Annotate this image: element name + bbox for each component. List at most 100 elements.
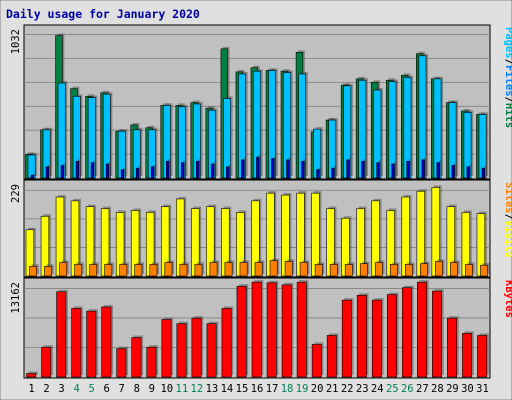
bar-pages-day-2 bbox=[45, 164, 51, 179]
bar-pages-day-6-body bbox=[105, 163, 110, 179]
panels-layer: 1032Pages/Files/Hits229Sites/Visits13162… bbox=[10, 24, 512, 379]
bar-kbytes-day-20 bbox=[311, 342, 324, 378]
bar-kbytes-day-7 bbox=[116, 346, 129, 378]
bar-sites-day-25-body bbox=[389, 264, 398, 277]
bar-pages-day-22-shadow bbox=[348, 157, 352, 176]
x-tick-label: 25 bbox=[386, 383, 399, 395]
bar-kbytes-day-6 bbox=[101, 305, 113, 378]
bar-sites-day-26 bbox=[405, 262, 415, 277]
x-tick-label: 19 bbox=[296, 383, 309, 395]
bar-sites-day-14 bbox=[224, 260, 235, 277]
bar-sites-day-16-body bbox=[254, 262, 263, 277]
bar-files-day-3 bbox=[57, 81, 68, 179]
bar-sites-day-5 bbox=[89, 262, 99, 277]
bar-pages-day-1-shadow bbox=[33, 173, 36, 176]
legend-entry: KBytes bbox=[503, 280, 512, 318]
bar-kbytes-day-24-body bbox=[371, 299, 382, 378]
bar-pages-day-12 bbox=[196, 159, 202, 179]
bar-pages-day-13 bbox=[211, 162, 217, 179]
bar-kbytes-day-12 bbox=[191, 316, 204, 378]
x-tick-label: 1 bbox=[28, 383, 34, 395]
bar-kbytes-day-13-body bbox=[206, 323, 217, 378]
bar-sites-day-27-body bbox=[420, 263, 428, 277]
bar-sites-day-14-body bbox=[224, 262, 233, 277]
bar-kbytes-day-2-body bbox=[41, 346, 52, 378]
bar-kbytes-day-11-body bbox=[176, 323, 187, 378]
bar-kbytes-day-15 bbox=[236, 284, 249, 378]
x-tick-label: 22 bbox=[341, 383, 354, 395]
legend-entry: Hits bbox=[503, 103, 512, 128]
bar-pages-day-18-body bbox=[286, 159, 290, 179]
bar-sites-day-23-body bbox=[359, 263, 368, 277]
x-tick-label: 20 bbox=[311, 383, 324, 395]
bar-kbytes-day-26-body bbox=[402, 287, 412, 378]
bar-kbytes-day-17-body bbox=[266, 282, 277, 378]
bar-files-day-25 bbox=[388, 79, 398, 179]
bar-kbytes-day-4 bbox=[71, 306, 83, 378]
x-tick-label: 9 bbox=[149, 383, 155, 395]
bar-sites-day-10 bbox=[164, 260, 175, 277]
bar-pages-day-24 bbox=[376, 160, 382, 179]
bar-sites-day-2-body bbox=[44, 266, 53, 277]
bar-sites-day-17 bbox=[269, 258, 280, 277]
bar-pages-day-5 bbox=[90, 160, 96, 179]
bar-sites-day-5-body bbox=[89, 264, 98, 277]
bar-sites-day-4-body bbox=[74, 264, 83, 277]
bar-pages-day-23-shadow bbox=[363, 159, 367, 176]
bar-pages-day-16-shadow bbox=[258, 155, 262, 176]
bar-pages-day-2-shadow bbox=[48, 164, 51, 176]
bar-pages-day-20 bbox=[316, 167, 322, 179]
bar-pages-day-28 bbox=[436, 160, 442, 179]
bar-sites-day-31 bbox=[480, 263, 490, 277]
bar-sites-day-19-body bbox=[299, 262, 308, 277]
y-max-label: 229 bbox=[10, 184, 22, 203]
bar-kbytes-day-28-body bbox=[432, 290, 442, 378]
bar-pages-day-18-shadow bbox=[288, 157, 292, 176]
bar-sites-day-21 bbox=[329, 262, 340, 277]
bar-sites-day-7-body bbox=[119, 264, 128, 277]
bar-pages-day-23 bbox=[361, 159, 367, 179]
bar-kbytes-day-4-body bbox=[71, 308, 82, 378]
bar-pages-day-26 bbox=[406, 159, 412, 179]
bar-pages-day-3 bbox=[60, 163, 66, 179]
bar-sites-day-11 bbox=[179, 262, 190, 277]
bar-pages-day-3-shadow bbox=[63, 163, 66, 176]
bar-kbytes-day-11 bbox=[176, 321, 189, 378]
x-tick-label: 5 bbox=[88, 383, 94, 395]
legend-entry: / bbox=[503, 97, 512, 103]
bar-kbytes-day-21 bbox=[326, 333, 339, 378]
legend-entry: / bbox=[503, 59, 512, 65]
x-tick-label: 8 bbox=[134, 383, 140, 395]
bar-sites-day-8 bbox=[134, 262, 144, 277]
bar-sites-day-26-body bbox=[405, 264, 413, 277]
x-tick-label: 23 bbox=[356, 383, 369, 395]
x-tick-label: 30 bbox=[461, 383, 474, 395]
x-tick-label: 15 bbox=[236, 383, 249, 395]
bar-pages-day-26-body bbox=[406, 160, 410, 179]
bar-kbytes-day-31-body bbox=[477, 335, 488, 378]
bar-pages-day-30 bbox=[466, 164, 472, 179]
bar-pages-day-27-body bbox=[421, 159, 425, 179]
bar-pages-day-15-body bbox=[241, 159, 245, 179]
bar-pages-day-24-shadow bbox=[378, 160, 382, 176]
x-tick-label: 29 bbox=[446, 383, 459, 395]
bar-pages-day-8-body bbox=[135, 167, 140, 179]
bar-kbytes-day-2 bbox=[41, 345, 53, 378]
legend-hits_files_pages: Pages/Files/Hits bbox=[503, 27, 512, 128]
bar-pages-day-28-body bbox=[436, 162, 440, 179]
bar-pages-day-19-shadow bbox=[303, 159, 307, 176]
bar-kbytes-day-7-body bbox=[116, 348, 127, 378]
x-tick-label: 17 bbox=[266, 383, 279, 395]
bar-files-day-1 bbox=[27, 152, 38, 179]
bar-sites-day-12-body bbox=[194, 264, 203, 277]
y-max-label: 13162 bbox=[10, 282, 22, 314]
bar-pages-day-29-body bbox=[451, 165, 455, 179]
bar-sites-day-2 bbox=[44, 264, 54, 277]
bar-sites-day-19 bbox=[299, 260, 310, 277]
bar-kbytes-day-3 bbox=[56, 289, 68, 378]
bar-pages-day-22-body bbox=[346, 159, 350, 179]
bar-sites-day-6-body bbox=[104, 264, 113, 277]
bar-pages-day-31-body bbox=[481, 167, 485, 179]
bar-pages-day-15-shadow bbox=[243, 157, 247, 176]
